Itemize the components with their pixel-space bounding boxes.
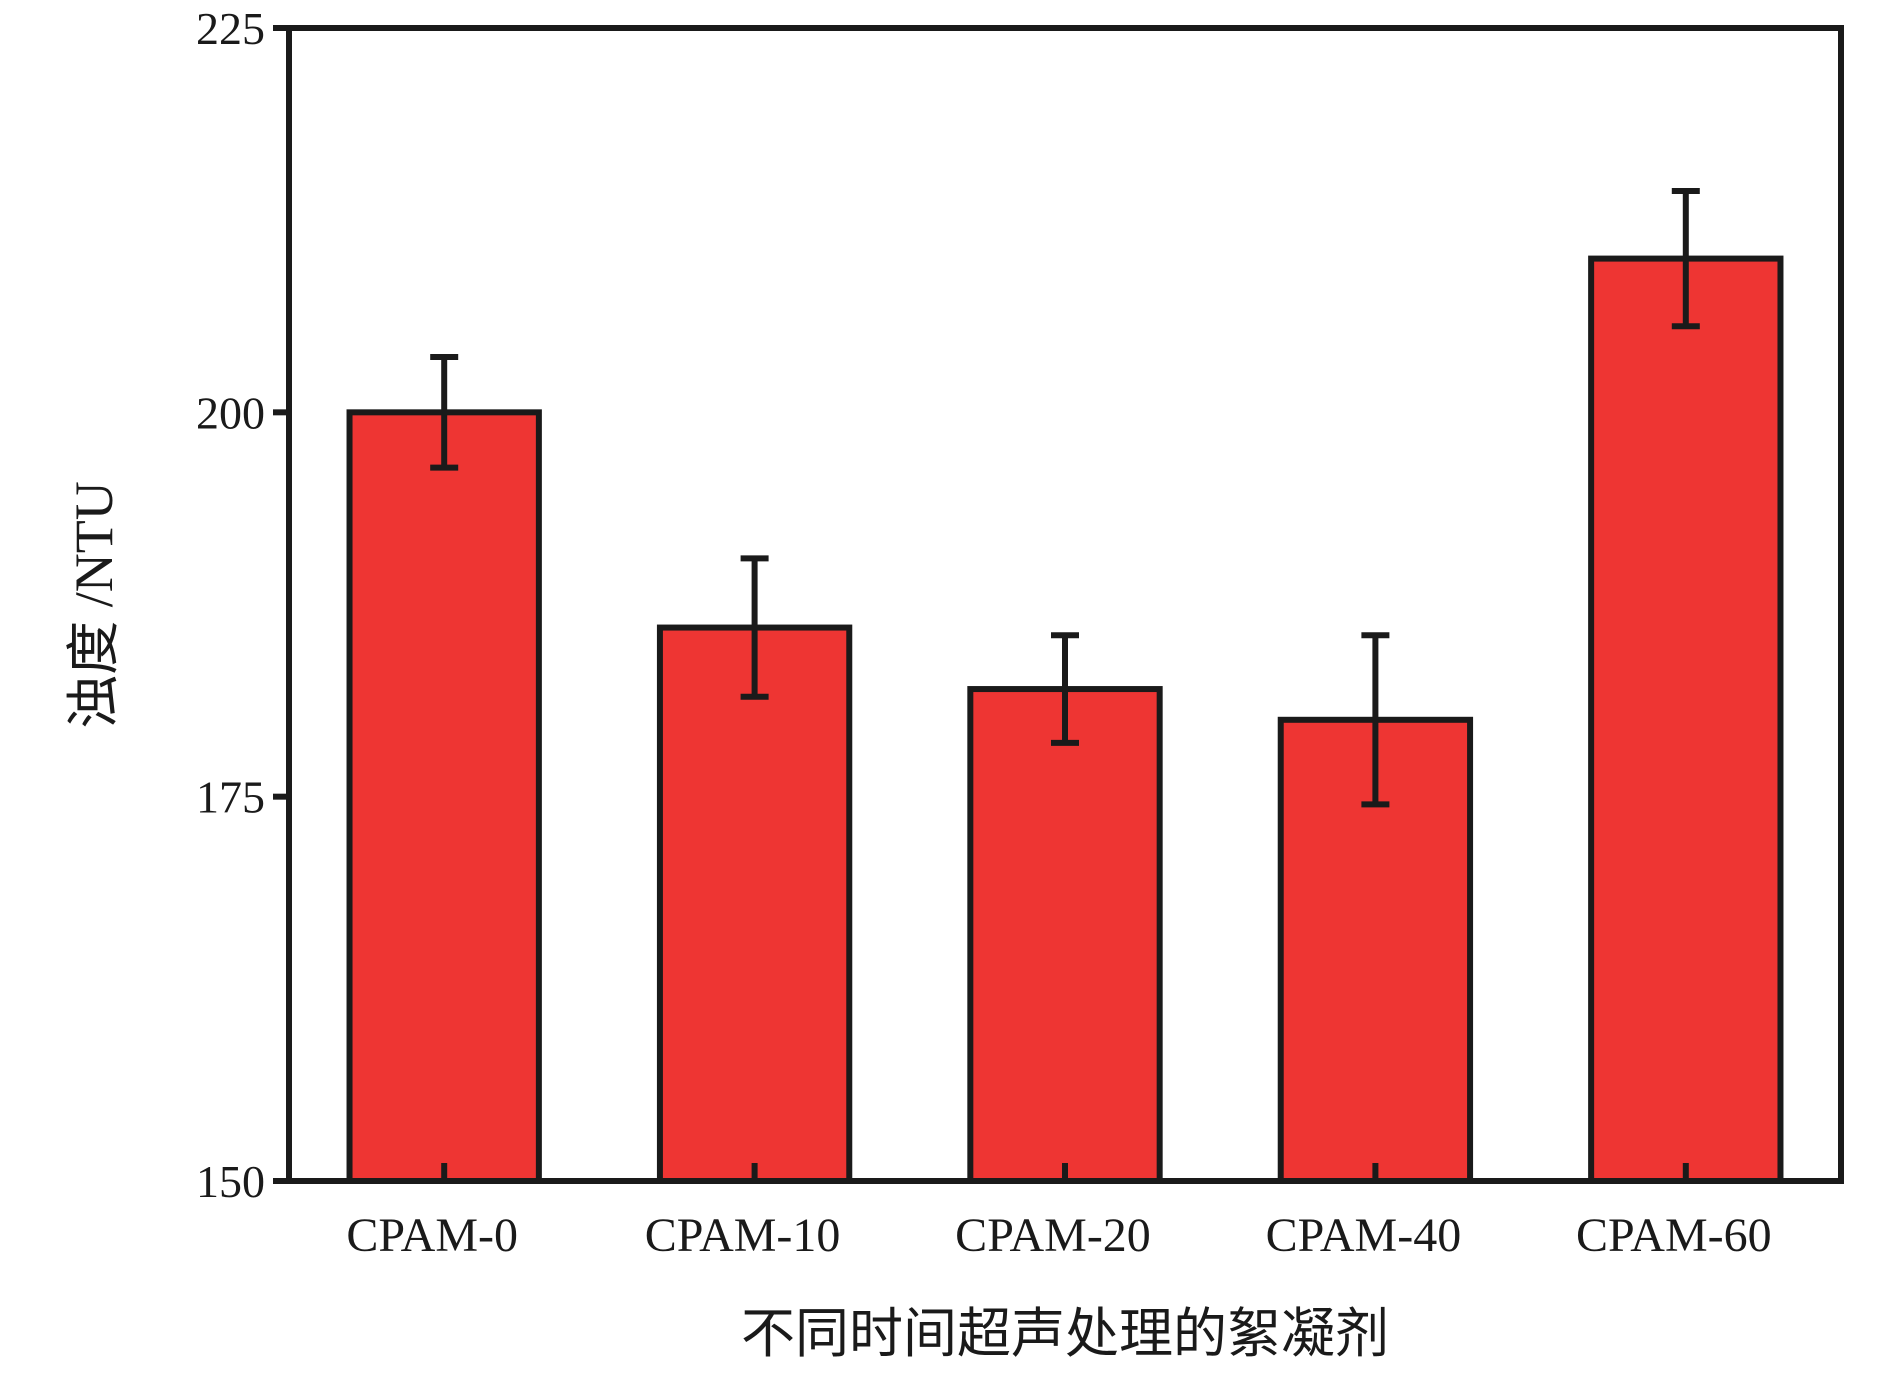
- y-tick-label: 150: [196, 1156, 265, 1207]
- error-bar-cpam-60: [1671, 187, 1700, 330]
- x-tick-label: CPAM-40: [1266, 1209, 1462, 1262]
- x-axis-title: 不同时间超声处理的絮凝剂: [741, 1304, 1389, 1364]
- error-bar-cpam-10: [740, 555, 769, 700]
- bar-cpam-0: [346, 409, 542, 1185]
- error-bar-cpam-0: [430, 353, 459, 471]
- y-ticks-layer: 150 175 200 225: [196, 3, 1689, 1207]
- x-tick-label: CPAM-20: [955, 1209, 1151, 1262]
- error-bar-cpam-40: [1361, 632, 1390, 808]
- y-axis-title: 浊度 /NTU: [64, 481, 124, 728]
- x-tick-label: CPAM-10: [645, 1209, 841, 1262]
- error-bar-cpam-20: [1051, 632, 1079, 746]
- x-tick-label: CPAM-60: [1576, 1209, 1772, 1262]
- error-bars-layer: [430, 187, 1700, 808]
- y-tick-label: 175: [196, 772, 265, 823]
- y-tick-label: 200: [196, 387, 265, 438]
- bar-cpam-60: [1588, 255, 1784, 1185]
- bar-cpam-20: [967, 686, 1163, 1184]
- bar-cpam-10: [656, 624, 853, 1184]
- y-tick-label: 225: [196, 3, 265, 54]
- x-categories-layer: CPAM-0 CPAM-10 CPAM-20 CPAM-40 CPAM-60: [346, 1209, 1771, 1262]
- x-tick-label: CPAM-0: [346, 1209, 518, 1262]
- bar-cpam-40: [1277, 716, 1474, 1184]
